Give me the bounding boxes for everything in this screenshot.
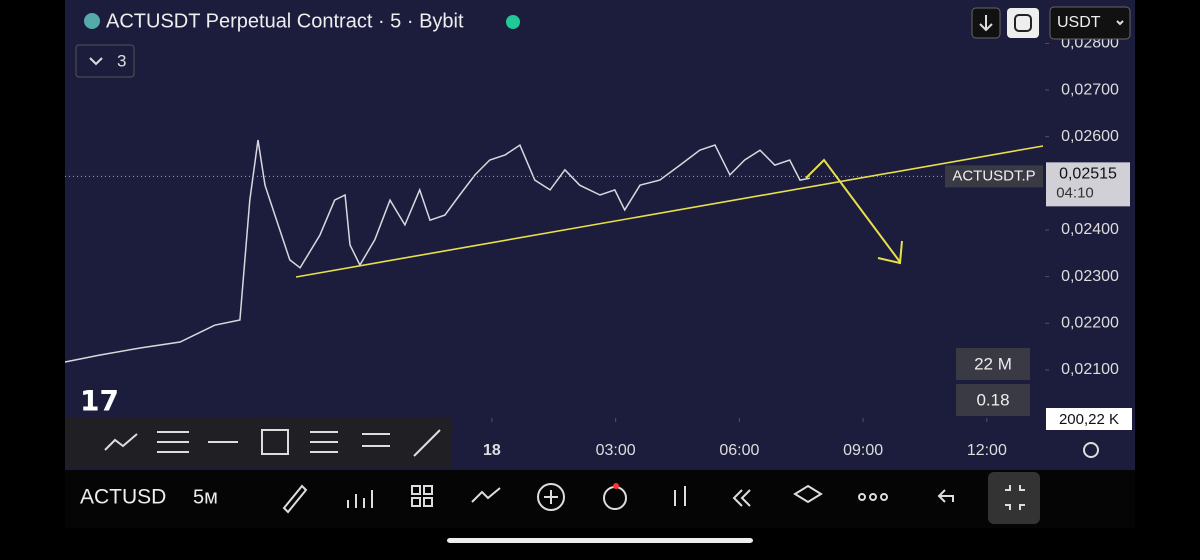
volume-price-label: 200,22 K [1059, 411, 1119, 428]
drawing-toolbar [65, 418, 452, 468]
chevron [89, 57, 103, 66]
volume-label: 0.18 [976, 390, 1009, 409]
countdown-label: 04:10 [1056, 184, 1094, 201]
logo: 𝟭𝟳 [80, 385, 119, 416]
y-tick-label: 0,02100 [1061, 361, 1119, 378]
collapse-icon [1005, 485, 1025, 510]
drawing-tools [104, 429, 441, 457]
arrow-head [877, 240, 903, 265]
bottom-interval[interactable]: 5м [193, 486, 218, 508]
symbol-tag [945, 165, 1043, 188]
currency-label: USDT [1057, 14, 1101, 31]
refresh-icon [1014, 14, 1032, 32]
chevron [1116, 20, 1124, 26]
alert-dot [613, 483, 619, 489]
y-tick-label: 0,02200 [1061, 315, 1119, 332]
refresh-button[interactable] [1007, 8, 1039, 38]
bottom-symbol[interactable]: ACTUSD [80, 486, 166, 509]
currency-select[interactable] [1049, 6, 1131, 40]
indicators-toggle[interactable] [75, 44, 135, 78]
symbol-tag-label: ACTUSDT.P [952, 167, 1035, 184]
home-indicator [447, 538, 753, 543]
y-tick-label: 0,02700 [1061, 81, 1119, 98]
x-tick-label: 09:00 [843, 442, 883, 459]
x-tick-label: 03:00 [596, 442, 636, 459]
price-tag [1046, 162, 1130, 207]
arrow-drawing [805, 158, 901, 263]
download-icon [979, 15, 993, 32]
y-tick-label: 0,02300 [1061, 268, 1119, 285]
x-tick-label: 12:00 [967, 442, 1007, 459]
volume-label: 22 M [974, 354, 1012, 373]
bottom-bar [65, 470, 1135, 528]
price-tag-label: 0,02515 [1059, 166, 1117, 183]
symbol-icon [84, 13, 100, 29]
y-tick-label: 0,02400 [1061, 221, 1119, 238]
volume-box [956, 348, 1030, 380]
indicators-count: 3 [117, 51, 126, 70]
volume-price-box [1046, 408, 1132, 430]
volume-box [956, 384, 1030, 416]
y-tick-label: 0,02600 [1061, 128, 1119, 145]
chart-title: ACTUSDT Perpetual Contract · 5 · Bybit [106, 10, 464, 32]
trend-line [295, 145, 1044, 278]
status-dot [506, 15, 520, 29]
collapse-button[interactable] [988, 472, 1040, 524]
x-tick-label: 18 [483, 442, 501, 459]
settings-icon[interactable] [1083, 442, 1099, 458]
x-tick-label: 06:00 [719, 442, 759, 459]
price-line [64, 139, 811, 363]
